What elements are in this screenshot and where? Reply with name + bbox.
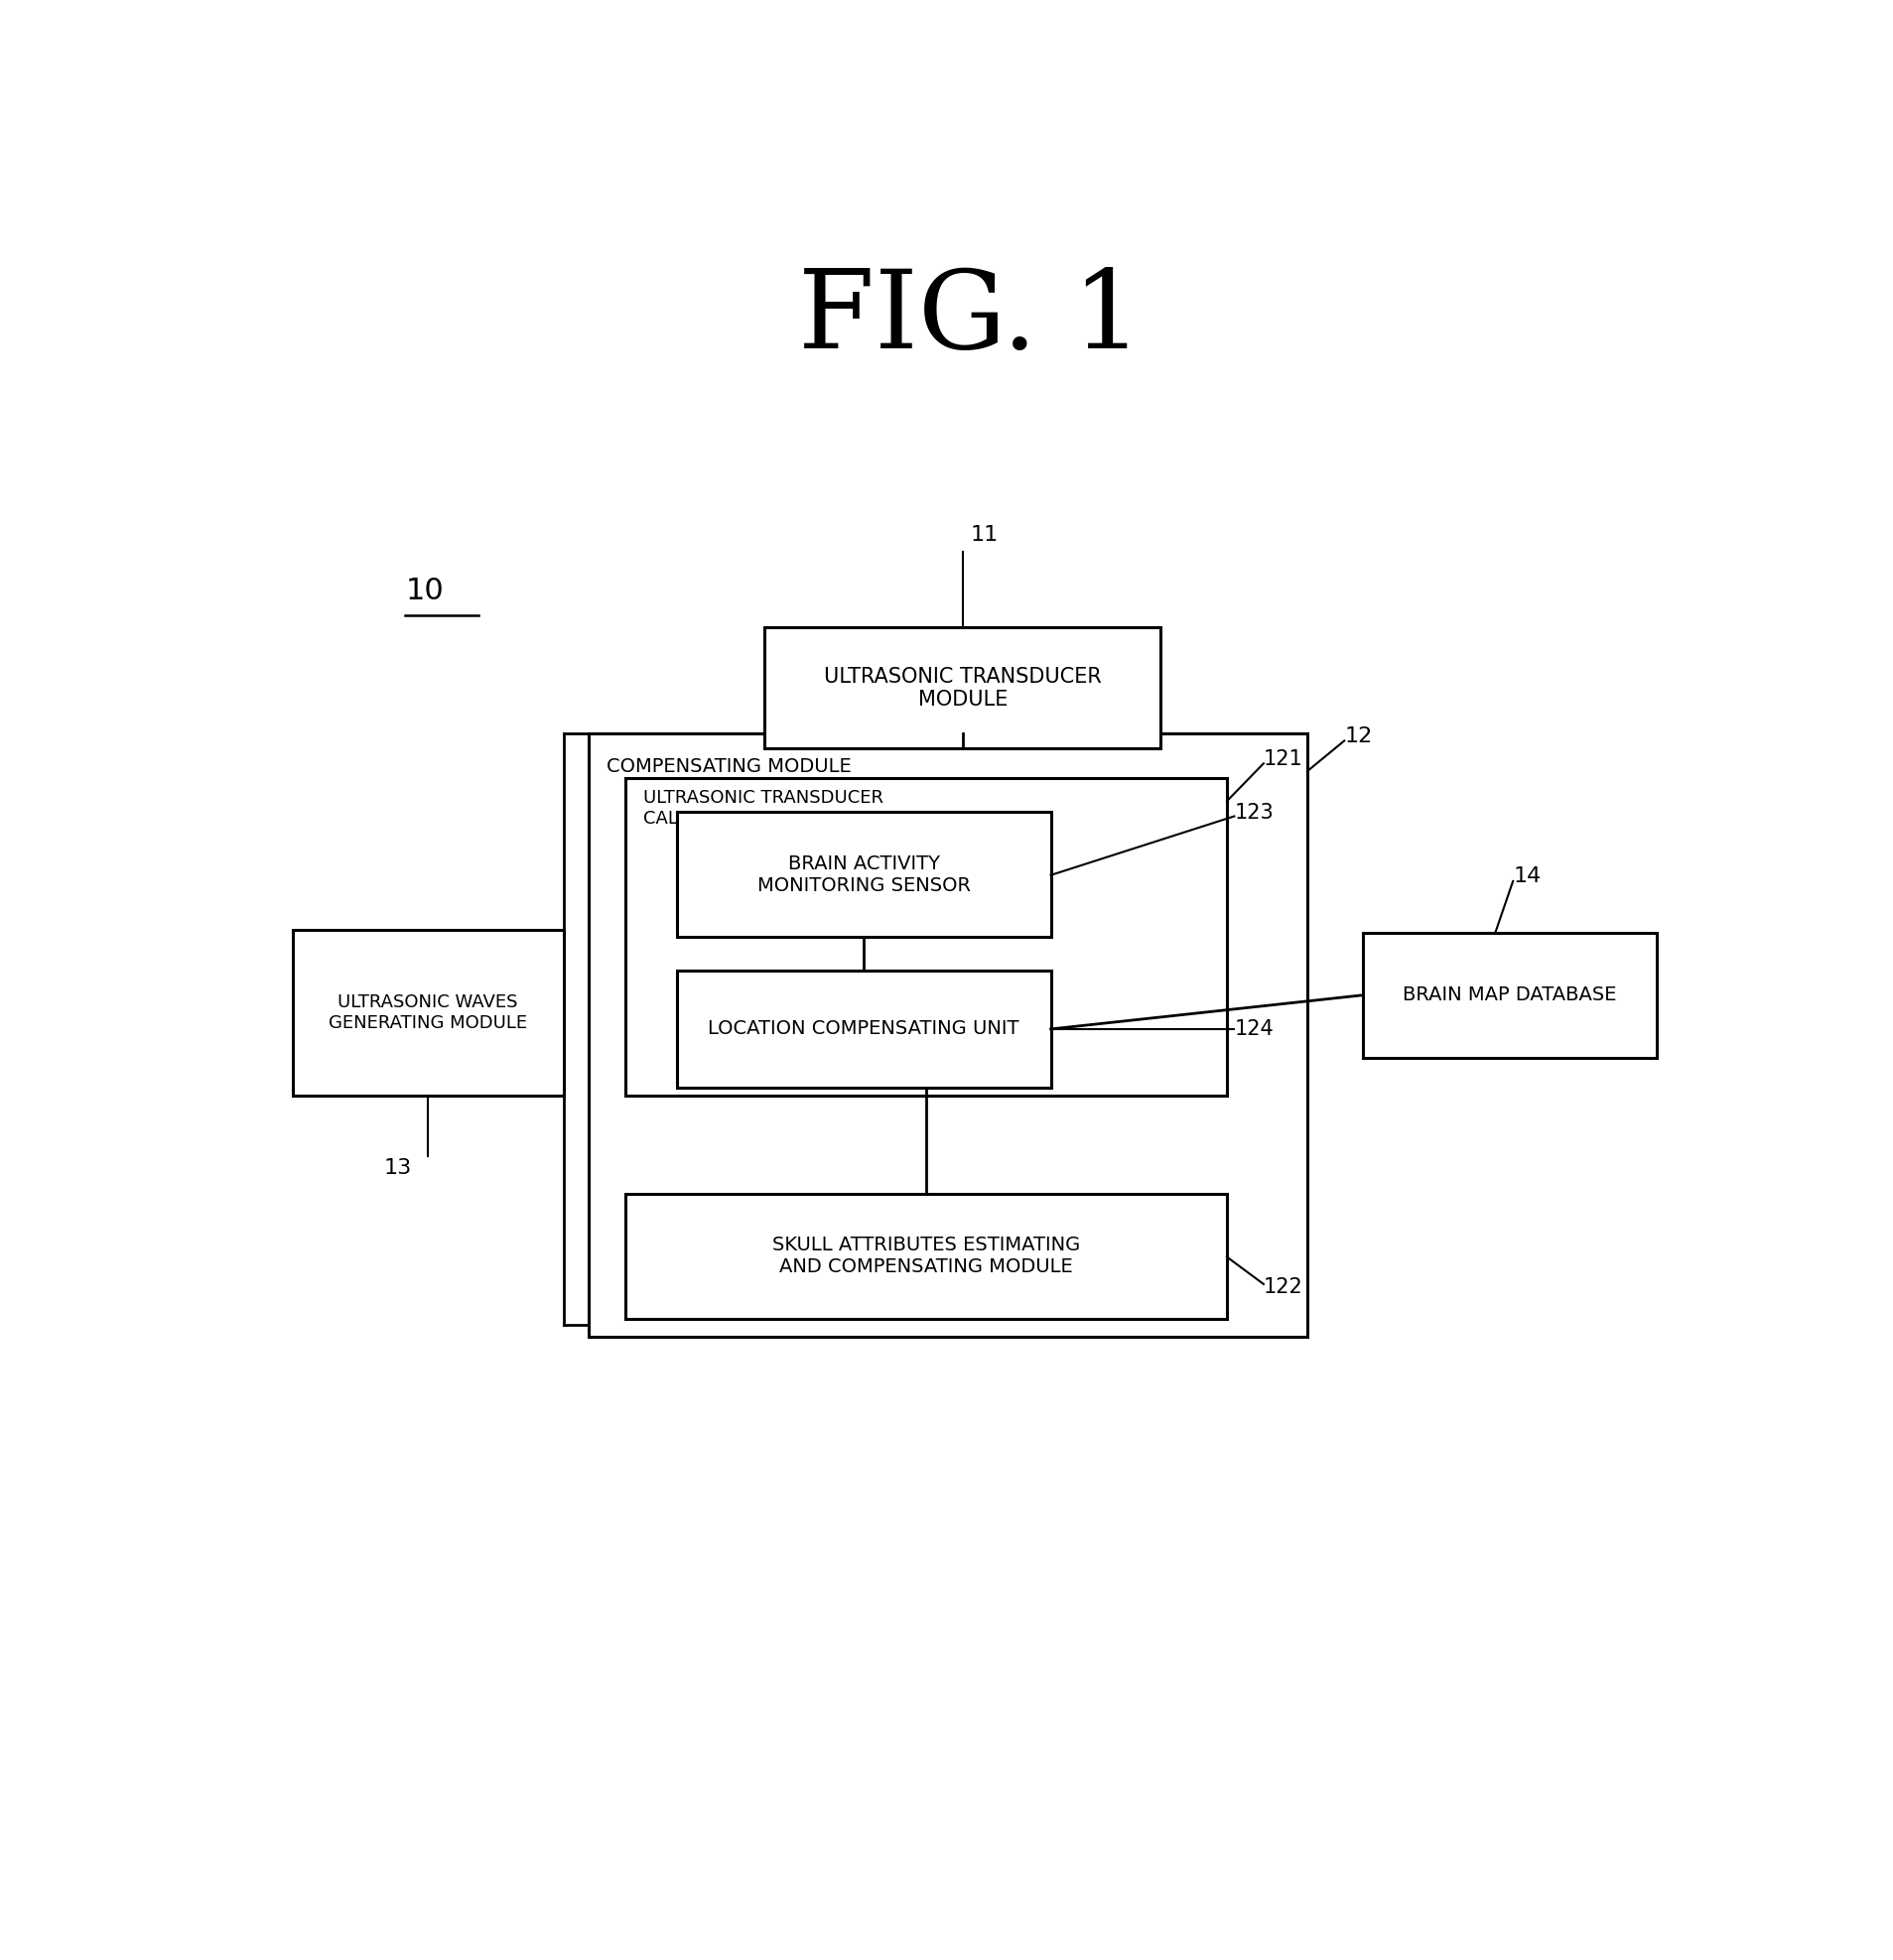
FancyBboxPatch shape (589, 733, 1308, 1337)
Text: 13: 13 (382, 1158, 411, 1178)
Text: FIG. 1: FIG. 1 (799, 265, 1141, 370)
Text: 11: 11 (971, 525, 1000, 545)
FancyBboxPatch shape (292, 929, 564, 1096)
FancyBboxPatch shape (625, 1194, 1227, 1319)
Text: LOCATION COMPENSATING UNIT: LOCATION COMPENSATING UNIT (708, 1019, 1020, 1039)
Text: ULTRASONIC TRANSDUCER
MODULE: ULTRASONIC TRANSDUCER MODULE (823, 666, 1102, 710)
Text: 10: 10 (405, 576, 443, 606)
FancyBboxPatch shape (1363, 933, 1656, 1058)
Text: 124: 124 (1234, 1019, 1274, 1039)
Text: 14: 14 (1513, 866, 1541, 886)
FancyBboxPatch shape (678, 970, 1051, 1088)
Text: ULTRASONIC TRANSDUCER
CALIBRATION MODULE: ULTRASONIC TRANSDUCER CALIBRATION MODULE (644, 790, 884, 827)
Text: BRAIN ACTIVITY
MONITORING SENSOR: BRAIN ACTIVITY MONITORING SENSOR (757, 855, 971, 894)
Text: 121: 121 (1265, 749, 1302, 768)
Text: 12: 12 (1344, 727, 1372, 747)
Text: SKULL ATTRIBUTES ESTIMATING
AND COMPENSATING MODULE: SKULL ATTRIBUTES ESTIMATING AND COMPENSA… (772, 1237, 1081, 1276)
Text: COMPENSATING MODULE: COMPENSATING MODULE (606, 757, 852, 776)
Text: ULTRASONIC WAVES
GENERATING MODULE: ULTRASONIC WAVES GENERATING MODULE (329, 994, 528, 1031)
Text: 122: 122 (1265, 1278, 1302, 1298)
Text: 123: 123 (1234, 804, 1274, 823)
Text: BRAIN MAP DATABASE: BRAIN MAP DATABASE (1403, 986, 1617, 1005)
FancyBboxPatch shape (678, 811, 1051, 937)
FancyBboxPatch shape (625, 778, 1227, 1096)
FancyBboxPatch shape (765, 627, 1160, 749)
